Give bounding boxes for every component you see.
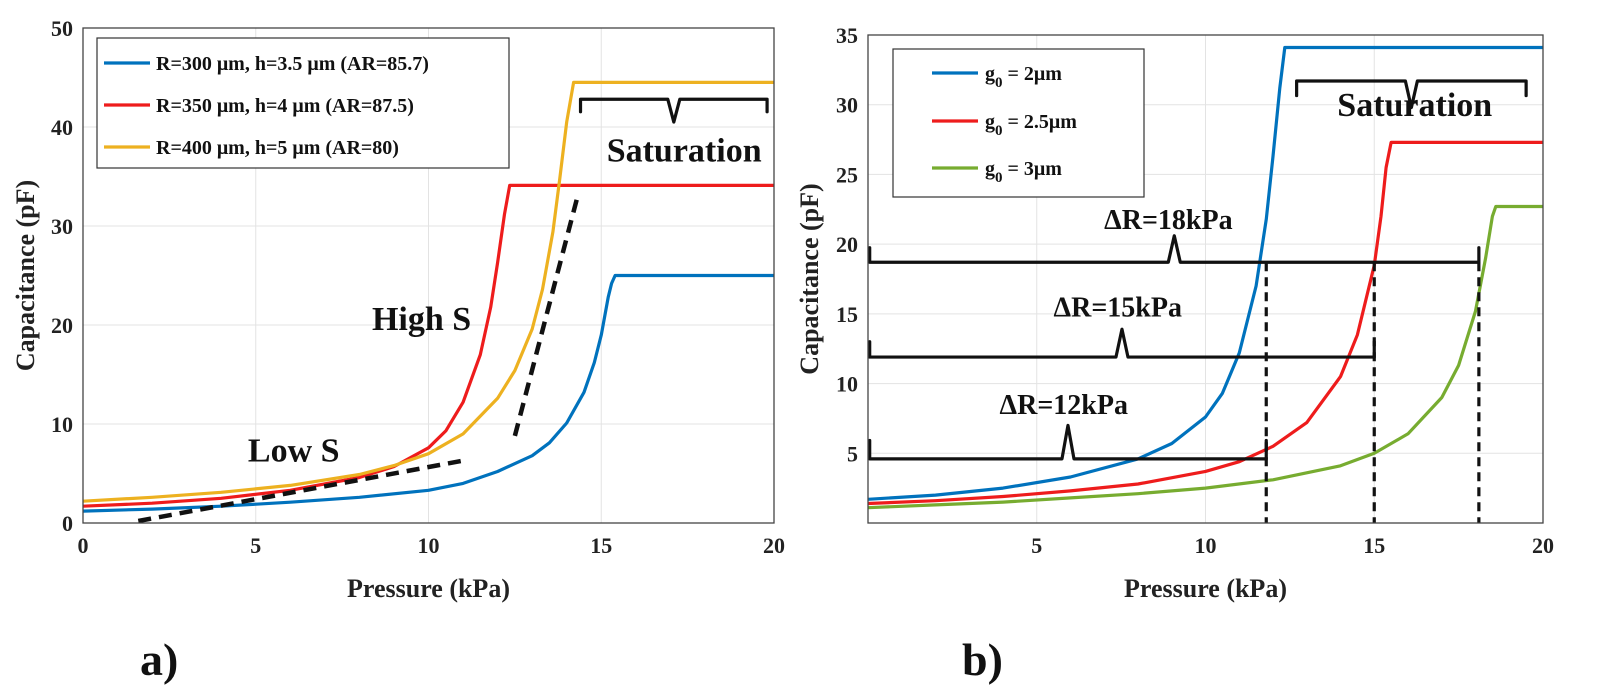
series-line-3 (868, 204, 1543, 510)
x-tick-label: 5 (250, 533, 261, 558)
panel-label: a) (140, 634, 178, 685)
annotation-text: ΔR=18kPa (1104, 205, 1232, 236)
y-tick-label: 20 (51, 313, 73, 338)
panel-label: b) (962, 634, 1003, 685)
y-tick-label: 10 (51, 412, 73, 437)
y-tick-label: 20 (836, 232, 858, 257)
legend: R=300 μm, h=3.5 μm (AR=85.7) R=350 μm, h=… (96, 37, 510, 169)
x-tick-label: 0 (78, 533, 89, 558)
series-line-2 (868, 140, 1543, 506)
annotation-text: Saturation (1337, 87, 1492, 124)
x-tick-label: 20 (1532, 533, 1554, 558)
legend-box (96, 37, 510, 169)
y-tick-label: 5 (847, 441, 858, 466)
legend-entry-subscript: 0 (995, 75, 1003, 91)
legend-entry-base: g (985, 111, 995, 133)
range-brace (578, 97, 769, 124)
x-axis-label: Pressure (kPa) (1124, 574, 1287, 603)
y-tick-label: 10 (836, 372, 858, 397)
legend-entry: R=400 μm, h=5 μm (AR=80) (156, 137, 399, 159)
x-tick-label: 10 (418, 533, 440, 558)
slope-guide (137, 458, 464, 524)
legend-entry: R=300 μm, h=3.5 μm (AR=85.7) (156, 53, 429, 75)
range-brace (868, 327, 1376, 359)
legend-entry: R=350 μm, h=4 μm (AR=87.5) (156, 95, 414, 117)
y-tick-label: 40 (51, 115, 73, 140)
axes-frame (82, 27, 775, 524)
y-tick-label: 30 (836, 93, 858, 118)
y-tick-label: 15 (836, 302, 858, 327)
legend-entry-rest: = 2.5μm (1003, 111, 1078, 133)
annotation-text: Low S (248, 433, 340, 470)
x-tick-label: 15 (590, 533, 612, 558)
y-tick-label: 25 (836, 162, 858, 187)
range-brace (1295, 79, 1528, 110)
y-axis-label: Capacitance (pF) (11, 180, 40, 371)
legend-entry: g0 = 2μm (985, 63, 1062, 91)
y-tick-label: 50 (51, 16, 73, 41)
legend-entry-base: g (985, 63, 995, 85)
series-line-1 (83, 273, 774, 513)
x-tick-label: 10 (1195, 533, 1217, 558)
x-tick-label: 20 (763, 533, 785, 558)
annotation-text: Saturation (607, 133, 762, 170)
legend-entry-subscript: 0 (995, 123, 1003, 139)
legend-entry-rest: = 3μm (1003, 158, 1063, 180)
annotation-text: High S (372, 301, 471, 338)
chart-a: 0 5 10 15 20 0 10 20 30 40 50 Pressure (kPa) Capacit… (11, 16, 785, 685)
y-axis-label: Capacitance (pF) (795, 183, 824, 374)
y-tick-label: 30 (51, 214, 73, 239)
legend-entry-rest: = 2μm (1003, 63, 1063, 85)
legend-entry: g0 = 3μm (985, 158, 1062, 186)
x-tick-label: 5 (1031, 533, 1042, 558)
x-axis-label: Pressure (kPa) (347, 574, 510, 603)
annotation-text: ΔR=12kPa (1000, 390, 1128, 421)
series-line-1 (868, 45, 1543, 501)
legend-entry-subscript: 0 (995, 170, 1003, 186)
annotation-text: ΔR=15kPa (1054, 293, 1182, 324)
y-tick-label: 0 (62, 511, 73, 536)
legend-entry-base: g (985, 158, 995, 180)
chart-b: 5 10 15 20 5 10 15 20 25 30 35 Pressure (kPa) Capaci… (795, 23, 1554, 685)
x-tick-label: 15 (1363, 533, 1385, 558)
range-brace (868, 234, 1481, 264)
range-brace (868, 423, 1268, 461)
axes-frame (867, 34, 1544, 524)
series-line-2 (83, 183, 774, 508)
series-line-3 (83, 80, 774, 503)
legend-entry: g0 = 2.5μm (985, 111, 1077, 139)
y-tick-label: 35 (836, 23, 858, 48)
